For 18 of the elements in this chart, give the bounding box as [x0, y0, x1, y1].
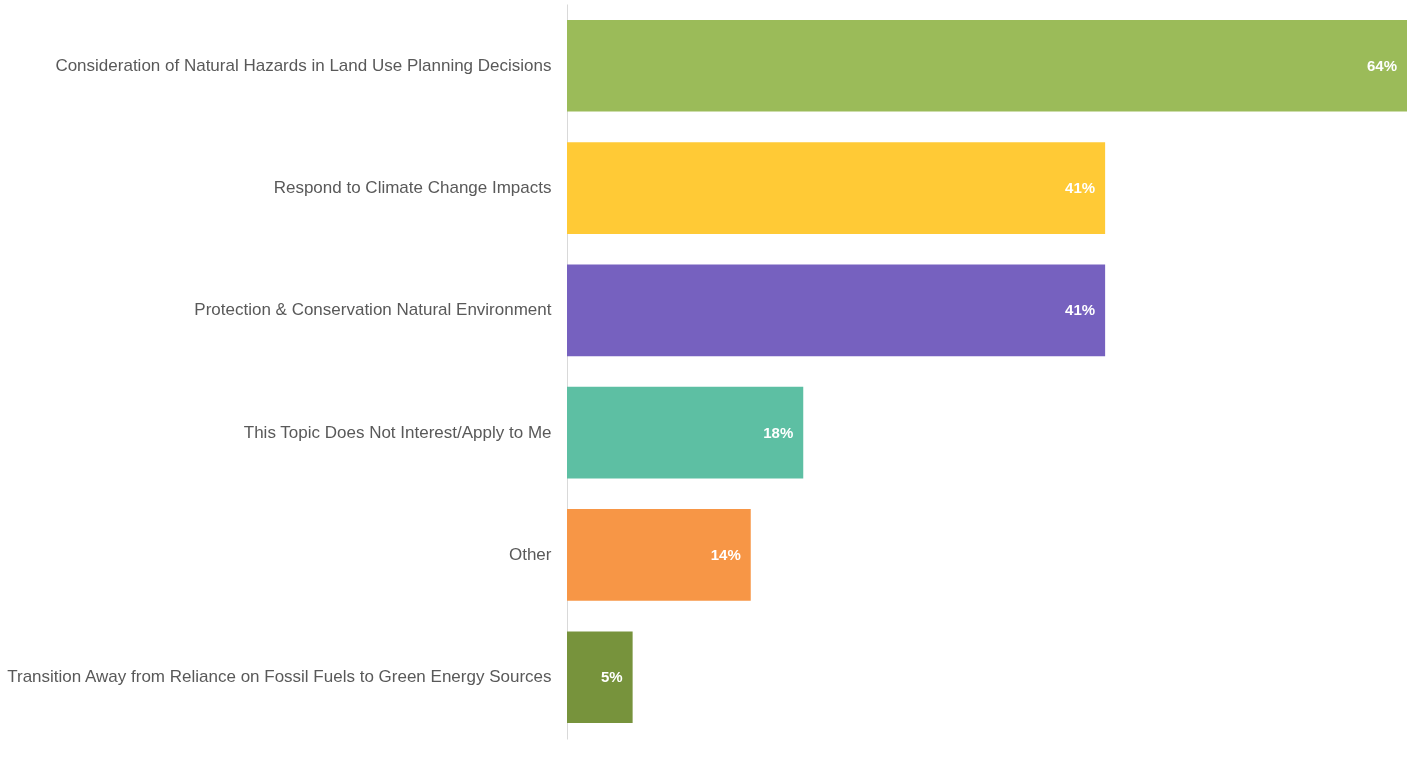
bar — [567, 631, 633, 724]
bar — [567, 19, 1407, 112]
y-tick-label: This Topic Does Not Interest/Apply to Me — [243, 422, 552, 442]
bar — [567, 509, 751, 601]
y-tick-label: Other — [508, 544, 552, 564]
y-tick-label: Transition Away from Reliance on Fossil Fuels to Green Energy Sources — [7, 667, 552, 687]
bar — [567, 386, 804, 479]
data-label: 64% — [1366, 56, 1397, 74]
y-tick-label: Respond to Climate Change Impacts — [273, 178, 552, 198]
data-label: 41% — [1065, 179, 1096, 197]
bar — [567, 142, 1106, 234]
y-tick-label: Consideration of Natural Hazards in Land Use Planning Decisions — [55, 55, 552, 75]
data-label: 5% — [600, 668, 623, 686]
data-label: 14% — [710, 545, 741, 563]
y-tick-label: Protection & Conservation Natural Environment — [194, 300, 552, 320]
data-label: 41% — [1065, 301, 1096, 319]
bar — [567, 264, 1106, 357]
data-label: 18% — [763, 423, 794, 441]
